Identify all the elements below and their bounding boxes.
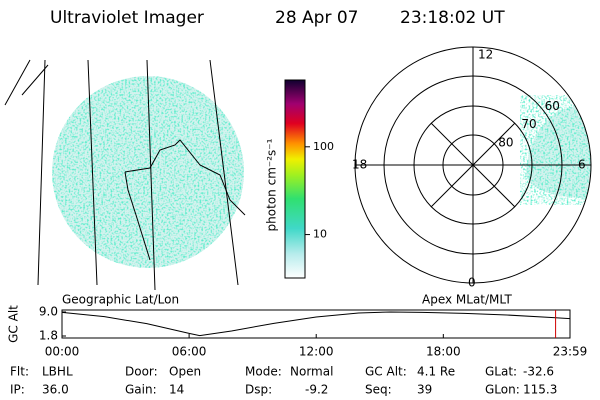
- field-label: GLat:: [485, 365, 517, 379]
- mlt-label: 18: [352, 158, 367, 172]
- field-value: 36.0: [42, 383, 69, 397]
- mag-image: [520, 95, 591, 205]
- field-label: Door:: [125, 365, 158, 379]
- mlt-label: 12: [478, 48, 493, 62]
- field-value: -9.2: [305, 383, 328, 397]
- x-tick-label: 12:00: [299, 345, 334, 359]
- field-value: Normal: [290, 365, 333, 379]
- x-tick-label: 18:00: [426, 345, 461, 359]
- field-value: 14: [169, 383, 184, 397]
- colorbar: [284, 79, 306, 279]
- field-label: Seq:: [365, 383, 392, 397]
- x-tick-label: 06:00: [172, 345, 207, 359]
- geo-image: [52, 76, 244, 268]
- panel-label: Apex MLat/MLT: [422, 293, 512, 307]
- field-label: Flt:: [10, 365, 29, 379]
- field-value: LBHL: [42, 365, 73, 379]
- mlt-label: 6: [578, 158, 586, 172]
- field-label: IP:: [10, 383, 25, 397]
- date: 28 Apr 07: [275, 8, 358, 28]
- polar-grid: [354, 46, 592, 284]
- ring-label: 70: [521, 117, 536, 131]
- field-value: 39: [417, 383, 432, 397]
- x-tick-label: 00:00: [45, 345, 80, 359]
- field-label: GLon:: [485, 383, 520, 397]
- title: Ultraviolet Imager: [50, 8, 204, 28]
- y-tick-label: 9.0: [39, 305, 58, 319]
- field-label: Gain:: [125, 383, 157, 397]
- y-label: GC Alt: [7, 305, 21, 343]
- ring-label: 80: [498, 135, 513, 149]
- geo-grid: [4, 59, 246, 291]
- mlt-label: 0: [468, 276, 476, 290]
- alt-line: [61, 311, 571, 337]
- field-value: 4.1 Re: [417, 365, 455, 379]
- colorbar-label: photon cm⁻²s⁻¹: [265, 138, 279, 231]
- field-value: 115.3: [523, 383, 557, 397]
- field-label: Dsp:: [245, 383, 272, 397]
- colorbar-tick-label: 100: [313, 140, 334, 153]
- panel-label: Geographic Lat/Lon: [62, 293, 179, 307]
- field-label: GC Alt:: [365, 365, 407, 379]
- field-value: -32.6: [523, 365, 554, 379]
- y-tick-label: 1.8: [39, 329, 58, 343]
- colorbar-tick-label: 10: [313, 228, 327, 241]
- field-value: Open: [169, 365, 201, 379]
- x-tick-label: 23:59: [553, 345, 588, 359]
- ring-label: 60: [545, 99, 560, 113]
- field-label: Mode:: [245, 365, 282, 379]
- time: 23:18:02 UT: [400, 8, 505, 28]
